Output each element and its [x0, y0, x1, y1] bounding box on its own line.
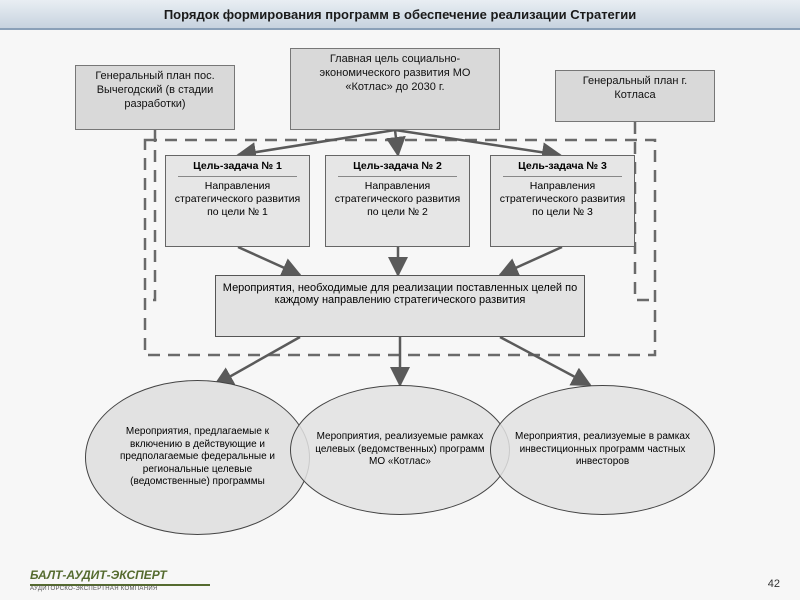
task-1-num: Цель-задача № 1 — [172, 160, 303, 173]
task-1-dir: Направления стратегического развития по … — [175, 180, 300, 218]
task-3-num: Цель-задача № 3 — [497, 160, 628, 173]
block-plan-vychegodskiy: Генеральный план пос. Вычегодский (в ста… — [75, 65, 235, 130]
footer-brand: БАЛТ-АУДИТ-ЭКСПЕРТ АУДИТОРСКО-ЭКСПЕРТНАЯ… — [30, 568, 210, 592]
task-2-num: Цель-задача № 2 — [332, 160, 463, 173]
block-meropriyatiya: Мероприятия, необходимые для реализации … — [215, 275, 585, 337]
task-2: Цель-задача № 2 Направления стратегическ… — [325, 155, 470, 247]
task-3: Цель-задача № 3 Направления стратегическ… — [490, 155, 635, 247]
task-3-divider — [503, 176, 622, 177]
task-2-dir: Направления стратегического развития по … — [335, 180, 460, 218]
page-number: 42 — [768, 578, 780, 590]
footer-brand-text: БАЛТ-АУДИТ-ЭКСПЕРТ — [30, 568, 167, 582]
ellipse-2-text: Мероприятия, реализуемые рамках целевых … — [309, 431, 491, 469]
page-title: Порядок формирования программ в обеспече… — [0, 0, 800, 30]
ellipse-federal-regional: Мероприятия, предлагаемые к включению в … — [85, 380, 310, 535]
ellipse-mo-kotlas: Мероприятия, реализуемые рамках целевых … — [290, 385, 510, 515]
ellipse-1-text: Мероприятия, предлагаемые к включению в … — [104, 426, 290, 489]
task-1: Цель-задача № 1 Направления стратегическ… — [165, 155, 310, 247]
ellipse-3-text: Мероприятия, реализуемые в рамках инвест… — [509, 431, 695, 469]
task-1-divider — [178, 176, 297, 177]
block-main-goal: Главная цель социально-экономического ра… — [290, 48, 500, 130]
block-plan-kotlas: Генеральный план г. Котласа — [555, 70, 715, 122]
task-2-divider — [338, 176, 457, 177]
ellipse-private-investors: Мероприятия, реализуемые в рамках инвест… — [490, 385, 715, 515]
task-3-dir: Направления стратегического развития по … — [500, 180, 625, 218]
footer-sub: АУДИТОРСКО-ЭКСПЕРТНАЯ КОМПАНИЯ — [30, 586, 210, 592]
